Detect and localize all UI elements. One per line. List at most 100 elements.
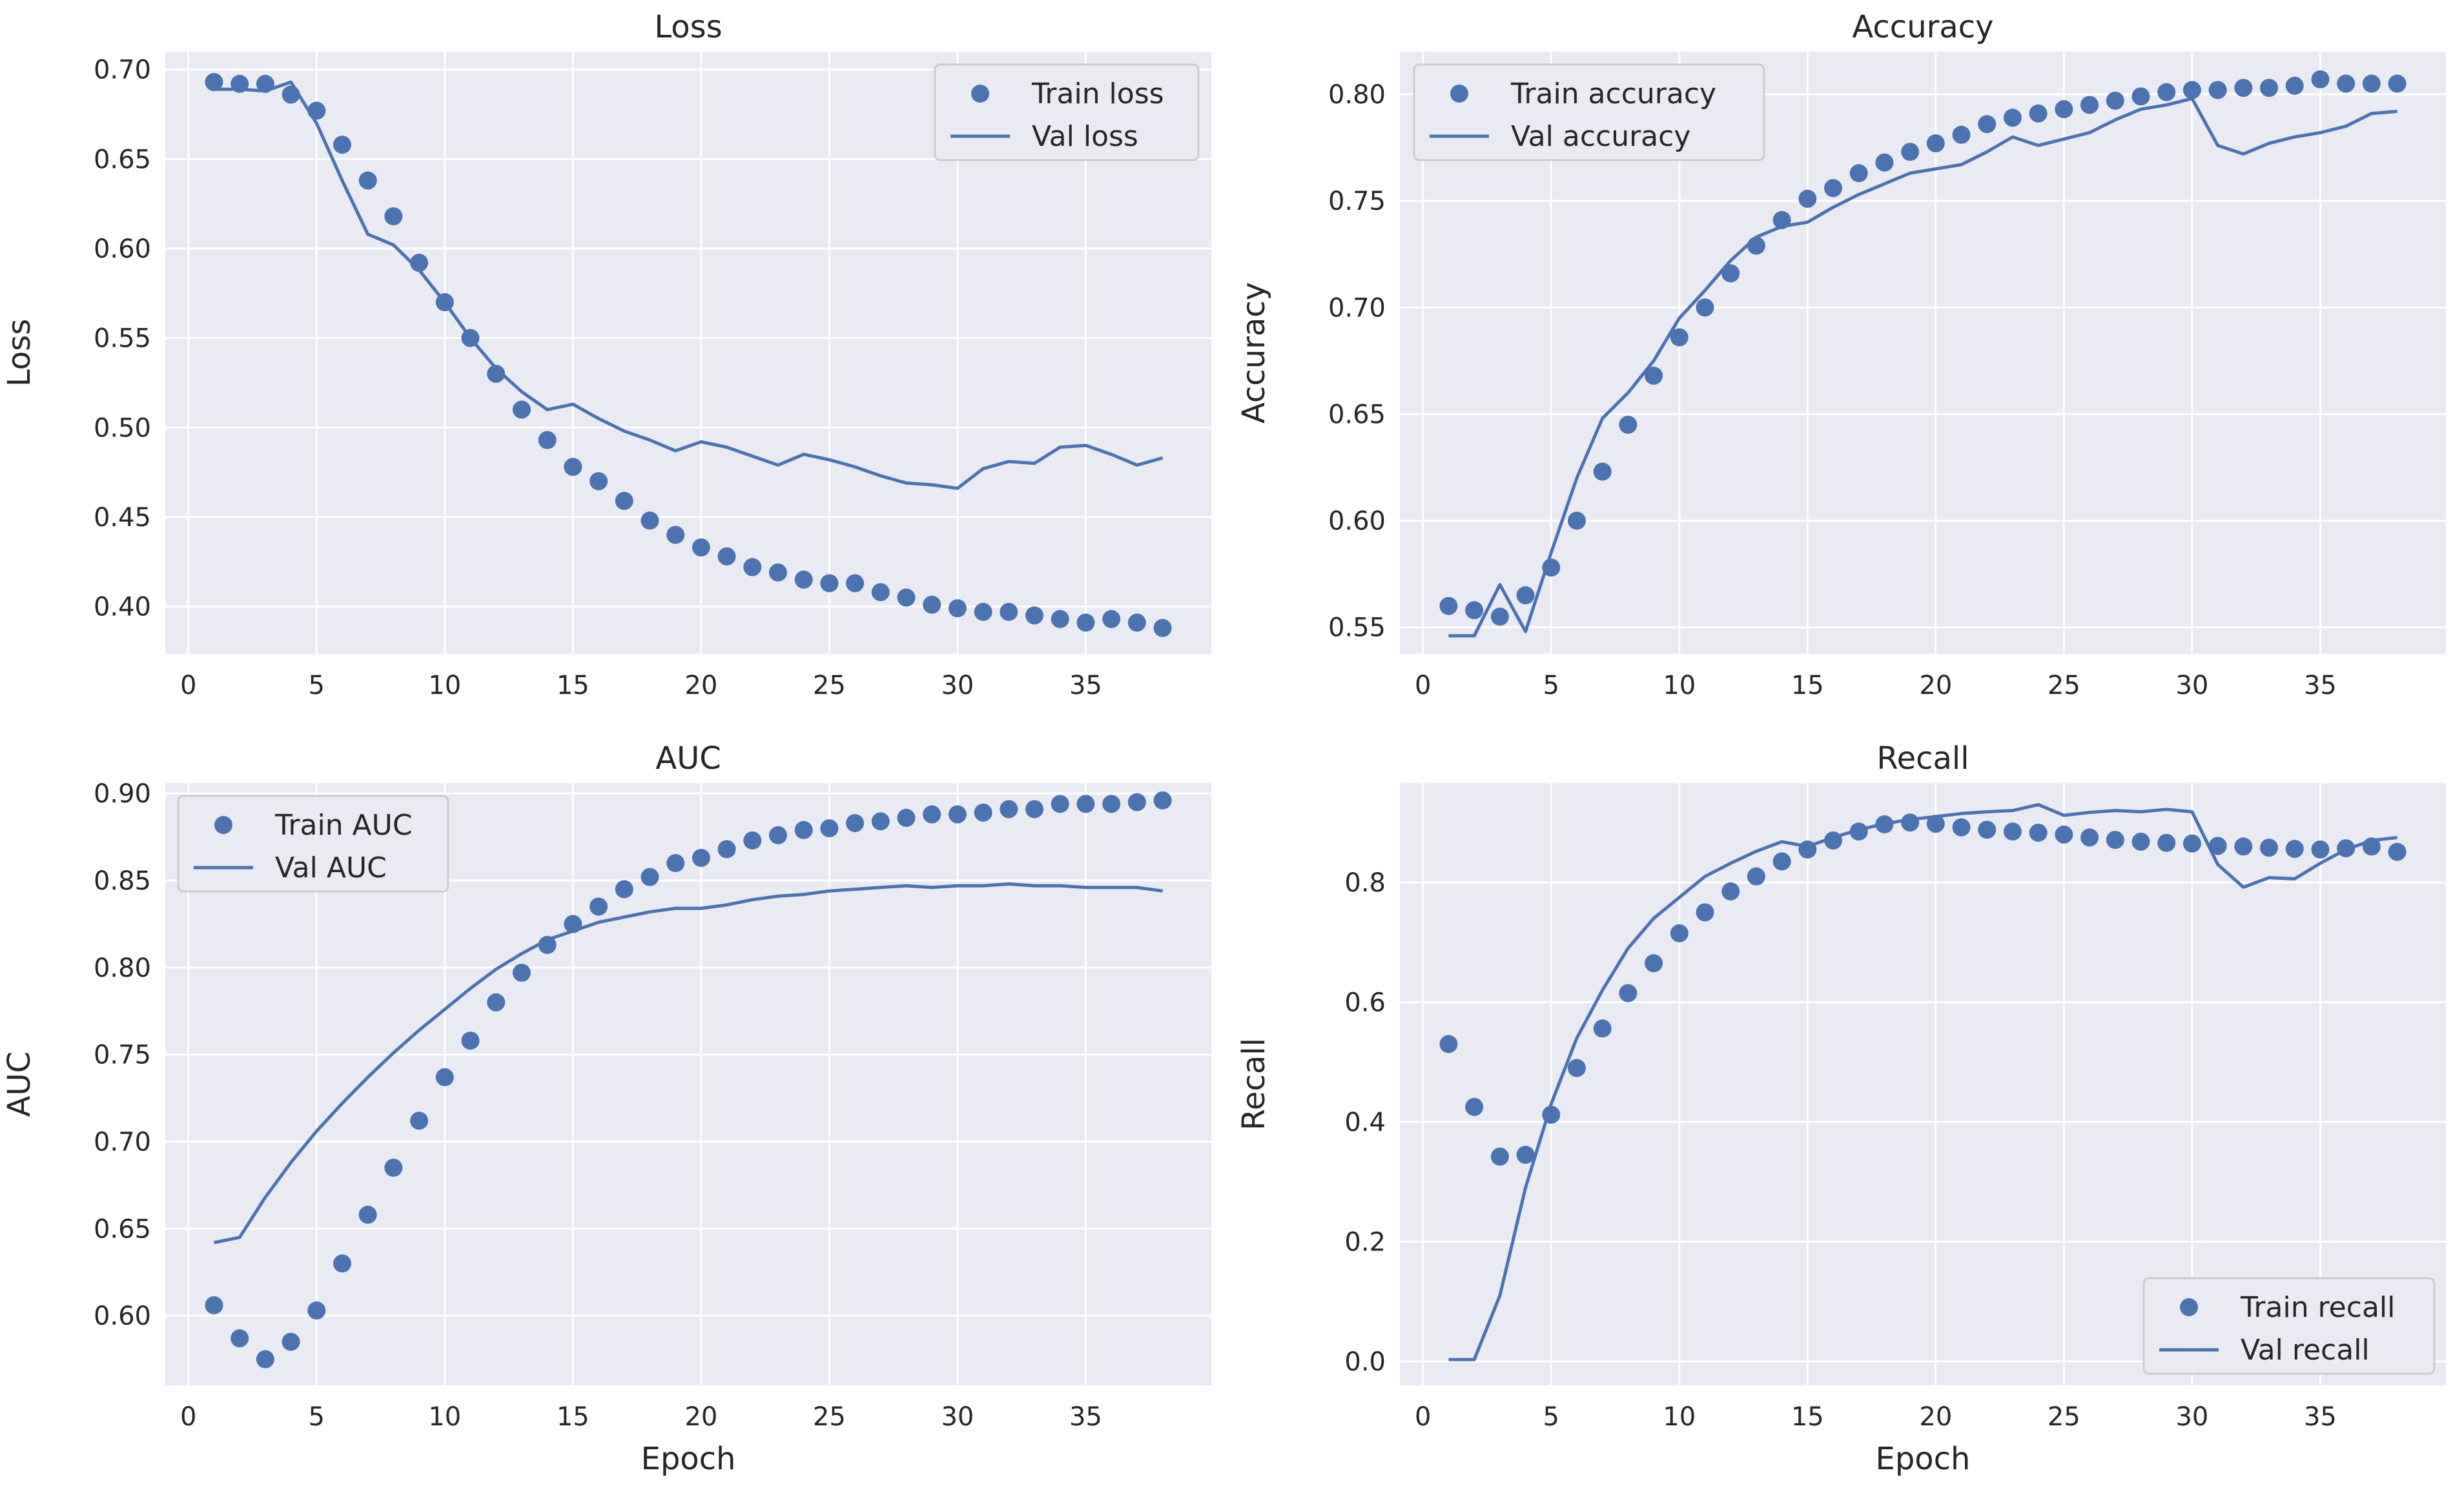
- recall-y-axis-label: Recall: [1236, 1038, 1272, 1130]
- accuracy-series-0-point: [2131, 87, 2150, 106]
- accuracy-series-0-point: [1645, 367, 1663, 385]
- recall-series-0-point: [2029, 823, 2048, 842]
- auc-series-0-point: [743, 831, 762, 850]
- auc-series-0-point: [282, 1332, 300, 1351]
- accuracy-series-0-point: [1824, 179, 1843, 198]
- recall-y-tick-label: 0.0: [1344, 1347, 1386, 1377]
- recall-legend-label: Train recall: [2240, 1291, 2395, 1324]
- accuracy-y-tick-label: 0.75: [1328, 187, 1386, 216]
- loss-series-0-point: [333, 136, 351, 154]
- recall-x-tick-label: 25: [2048, 1402, 2080, 1432]
- recall-series-0-point: [1721, 882, 1740, 901]
- accuracy-x-tick-label: 35: [2304, 671, 2337, 700]
- loss-series-0-point: [205, 73, 223, 92]
- accuracy-legend-label: Val accuracy: [1511, 120, 1690, 153]
- auc-series-0-point: [384, 1158, 403, 1177]
- recall-series-0-point: [2182, 834, 2201, 853]
- recall-series-0-point: [1567, 1059, 1586, 1077]
- loss-series-0-point: [384, 207, 403, 226]
- recall-series-0-point: [2234, 837, 2253, 856]
- accuracy-series-0-point: [2003, 108, 2022, 127]
- auc-series-0-point: [1025, 800, 1044, 819]
- recall-series-0-point: [1465, 1097, 1484, 1116]
- accuracy-series-0-point: [1593, 462, 1612, 481]
- accuracy-series-0-point: [1798, 189, 1817, 208]
- recall-series-0-point: [1516, 1145, 1535, 1164]
- auc-series-0-point: [512, 963, 531, 982]
- recall-series-0-point: [1439, 1035, 1458, 1054]
- auc-series-0-point: [1076, 795, 1095, 813]
- recall-series-0-point: [1772, 852, 1791, 871]
- auc-series-0-point: [717, 840, 736, 859]
- auc-series-0-point: [410, 1112, 429, 1130]
- loss-y-axis-label: Loss: [1, 319, 37, 387]
- loss-x-tick-label: 10: [428, 671, 461, 700]
- accuracy-y-tick-label: 0.70: [1328, 293, 1386, 323]
- recall-series-0-point: [2260, 839, 2279, 857]
- recall-x-tick-label: 30: [2175, 1402, 2208, 1432]
- loss-series-0-point: [1127, 613, 1146, 632]
- loss-x-tick-label: 25: [813, 671, 846, 700]
- recall-series-0-point: [1849, 822, 1868, 841]
- loss-legend-label: Train loss: [1031, 77, 1164, 110]
- auc-legend-label: Train AUC: [274, 809, 413, 842]
- accuracy-legend: [1413, 63, 1765, 161]
- recall-series-0-point: [2131, 832, 2150, 851]
- loss-y-tick-label: 0.60: [94, 234, 151, 264]
- accuracy-series-0-point: [2311, 70, 2330, 88]
- auc-x-tick-label: 20: [684, 1402, 717, 1432]
- accuracy-series-0-point: [2388, 74, 2407, 93]
- loss-x-tick-label: 35: [1069, 671, 1102, 700]
- accuracy-legend-label: Train accuracy: [1510, 77, 1716, 110]
- auc-series-0-point: [974, 803, 992, 822]
- recall-legend-label: Val recall: [2241, 1334, 2370, 1367]
- auc-chart: 0 5 10 15 20 25 30 35 0.60 0.65 0.70 0.75 0.80 0.85 0.…: [1, 740, 1211, 1477]
- recall-series-0-point: [2285, 840, 2304, 859]
- accuracy-series-0-point: [1670, 328, 1689, 347]
- accuracy-series-0-point: [1465, 601, 1484, 620]
- accuracy-series-0-point: [1849, 164, 1868, 183]
- recall-series-1-line: [1448, 802, 2397, 1361]
- loss-series-0-point: [538, 431, 557, 449]
- accuracy-series-0-point: [2080, 96, 2099, 114]
- loss-series-0-point: [846, 574, 865, 593]
- recall-series-0-point: [1901, 813, 1920, 832]
- loss-series-0-point: [666, 525, 685, 544]
- accuracy-series-0-point: [1696, 298, 1714, 317]
- loss-y-tick-label: 0.65: [94, 145, 151, 174]
- accuracy-x-tick-label: 15: [1791, 671, 1824, 700]
- loss-series-0-point: [897, 588, 916, 607]
- loss-series-0-point: [1025, 606, 1044, 625]
- recall-series-0-point: [2080, 828, 2099, 847]
- recall-series-0-point: [1490, 1147, 1509, 1166]
- auc-series-0-point: [1102, 795, 1121, 813]
- auc-legend-dot-marker: [214, 816, 232, 834]
- recall-x-tick-label: 10: [1663, 1402, 1696, 1432]
- auc-series-0-point: [948, 805, 967, 824]
- accuracy-series-0-point: [1721, 264, 1740, 283]
- auc-series-0-point: [487, 993, 506, 1012]
- auc-x-tick-label: 30: [941, 1402, 974, 1432]
- loss-legend-dot-marker: [971, 85, 989, 103]
- auc-series-0-point: [692, 848, 710, 867]
- loss-y-tick-label: 0.45: [94, 503, 151, 533]
- auc-series-0-point: [205, 1296, 223, 1314]
- recall-series-0-point: [1952, 818, 1971, 837]
- recall-legend-dot-marker: [2180, 1298, 2198, 1316]
- recall-series-0-point: [1696, 903, 1714, 922]
- loss-y-tick-label: 0.70: [94, 56, 151, 85]
- auc-y-tick-label: 0.70: [94, 1127, 151, 1157]
- auc-series-0-point: [256, 1350, 274, 1369]
- recall-y-tick-label: 0.6: [1344, 988, 1386, 1017]
- accuracy-series-0-point: [2106, 91, 2124, 110]
- loss-series-0-point: [768, 563, 787, 582]
- auc-x-tick-label: 15: [557, 1402, 590, 1432]
- accuracy-x-tick-label: 5: [1543, 671, 1559, 700]
- auc-series-0-point: [897, 808, 916, 827]
- auc-series-0-point: [435, 1068, 454, 1086]
- accuracy-series-0-point: [2337, 74, 2356, 93]
- recall-series-0-point: [1670, 924, 1689, 942]
- loss-y-tick-label: 0.40: [94, 593, 151, 622]
- auc-series-0-point: [923, 805, 941, 824]
- accuracy-x-tick-label: 20: [1919, 671, 1952, 700]
